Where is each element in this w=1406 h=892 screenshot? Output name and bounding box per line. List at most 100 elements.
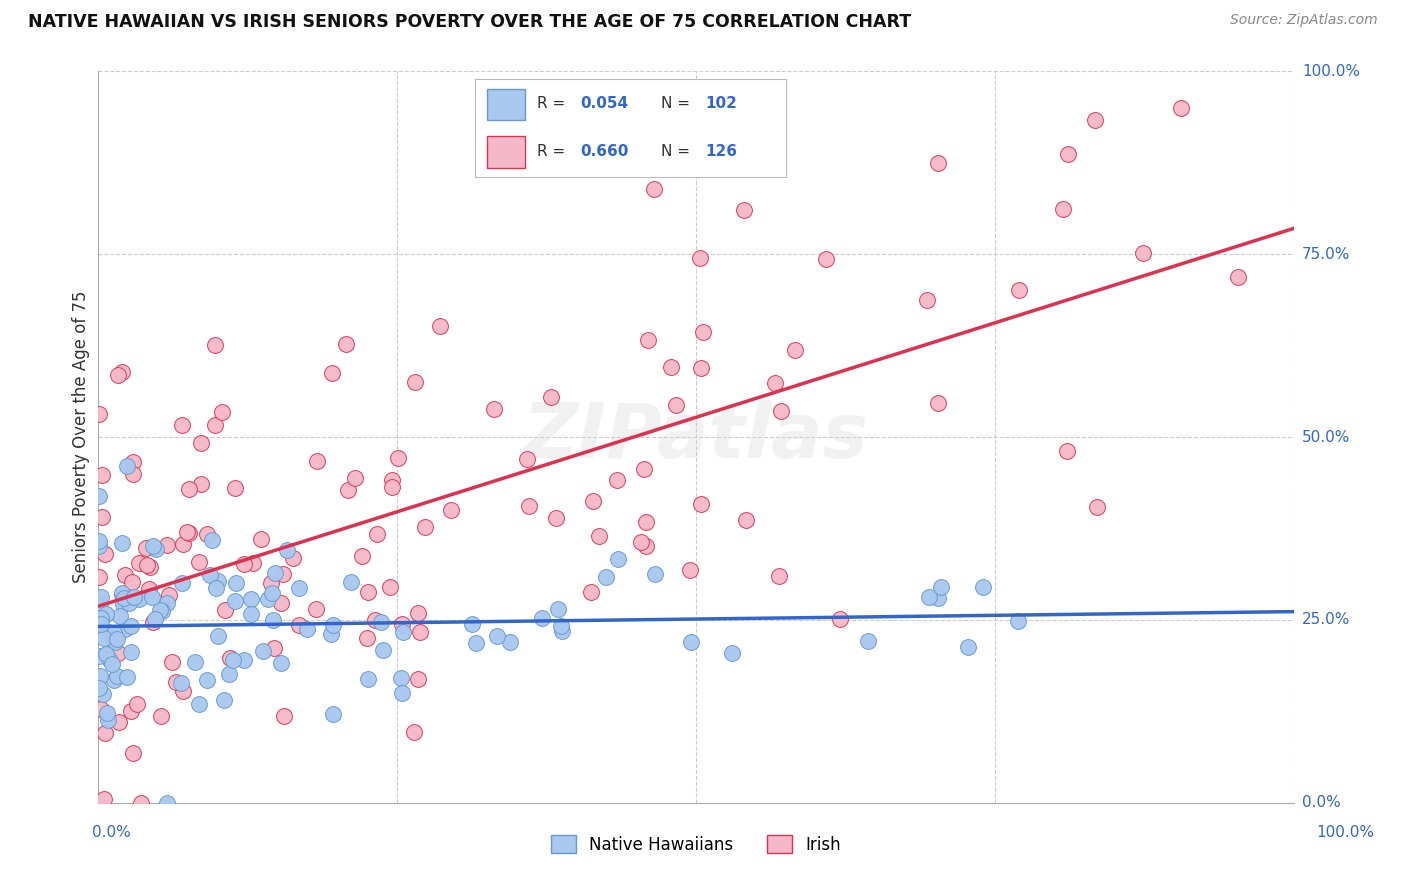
Point — [391, 686, 413, 700]
Point — [270, 656, 292, 670]
Point — [1227, 270, 1250, 285]
Point — [551, 624, 574, 638]
Text: 75.0%: 75.0% — [1302, 247, 1350, 261]
Point — [91, 687, 114, 701]
Point — [94, 607, 117, 621]
Text: ZIPatlas: ZIPatlas — [523, 401, 869, 474]
Point — [659, 359, 682, 374]
Point — [90, 468, 112, 483]
Point — [633, 462, 655, 476]
Point — [214, 603, 236, 617]
Point — [550, 619, 572, 633]
Point — [643, 182, 665, 196]
Point — [413, 520, 436, 534]
Point — [260, 575, 283, 590]
Point — [830, 612, 852, 626]
Point — [273, 567, 295, 582]
Point — [122, 590, 145, 604]
Point — [233, 652, 256, 666]
Point — [179, 526, 201, 541]
Point — [370, 615, 392, 629]
Point — [149, 709, 172, 723]
Point — [139, 559, 162, 574]
Point — [1007, 614, 1029, 628]
Point — [184, 655, 207, 669]
Point — [295, 622, 318, 636]
Point — [224, 481, 246, 495]
Point — [630, 535, 652, 549]
Point — [636, 515, 658, 529]
Point — [198, 567, 221, 582]
Point — [118, 596, 141, 610]
Point — [287, 617, 309, 632]
Point — [783, 343, 806, 357]
Point — [219, 650, 242, 665]
Point — [404, 375, 426, 389]
Point — [606, 552, 628, 566]
Point — [409, 625, 432, 640]
Point — [927, 591, 949, 606]
Point — [1132, 246, 1154, 260]
Point — [634, 539, 657, 553]
Point — [143, 612, 166, 626]
Point — [270, 596, 292, 610]
Point — [252, 643, 274, 657]
Point — [172, 537, 194, 551]
Point — [96, 706, 118, 720]
Point — [129, 796, 152, 810]
Point — [678, 563, 700, 577]
Point — [595, 570, 617, 584]
Point — [389, 671, 412, 685]
Point — [721, 646, 744, 660]
Point — [262, 613, 284, 627]
Point — [91, 509, 114, 524]
Text: 25.0%: 25.0% — [1302, 613, 1350, 627]
Point — [322, 707, 344, 722]
Point — [165, 675, 187, 690]
Point — [918, 591, 941, 605]
Point — [156, 596, 179, 610]
Point — [90, 701, 112, 715]
Point — [482, 401, 505, 416]
Point — [337, 483, 360, 497]
Point — [122, 455, 145, 469]
Point — [190, 436, 212, 450]
Point — [115, 459, 138, 474]
Point — [97, 713, 120, 727]
Point — [188, 697, 211, 711]
Point — [141, 590, 163, 604]
Point — [87, 597, 110, 611]
Point — [273, 709, 295, 723]
Point — [114, 622, 136, 636]
Point — [207, 574, 229, 589]
Point — [112, 591, 135, 606]
Point — [121, 575, 143, 590]
Point — [103, 673, 125, 688]
Point — [89, 681, 111, 695]
Point — [176, 524, 198, 539]
Text: 0.0%: 0.0% — [1302, 796, 1340, 810]
Point — [927, 156, 949, 170]
Point — [160, 655, 183, 669]
Point — [499, 635, 522, 649]
Text: 100.0%: 100.0% — [1317, 825, 1375, 839]
Point — [207, 629, 229, 643]
Point — [665, 399, 688, 413]
Point — [679, 635, 702, 649]
Point — [391, 625, 413, 640]
Point — [114, 567, 136, 582]
Point — [240, 607, 263, 622]
Point — [929, 580, 952, 594]
Point — [108, 609, 131, 624]
Point — [288, 582, 311, 596]
Point — [276, 542, 298, 557]
Point — [516, 452, 538, 467]
Point — [606, 473, 628, 487]
Point — [915, 293, 938, 308]
Point — [195, 527, 218, 541]
Point — [211, 405, 233, 419]
Point — [283, 551, 305, 566]
Point — [204, 417, 226, 432]
Point — [763, 376, 786, 391]
Point — [135, 558, 157, 572]
